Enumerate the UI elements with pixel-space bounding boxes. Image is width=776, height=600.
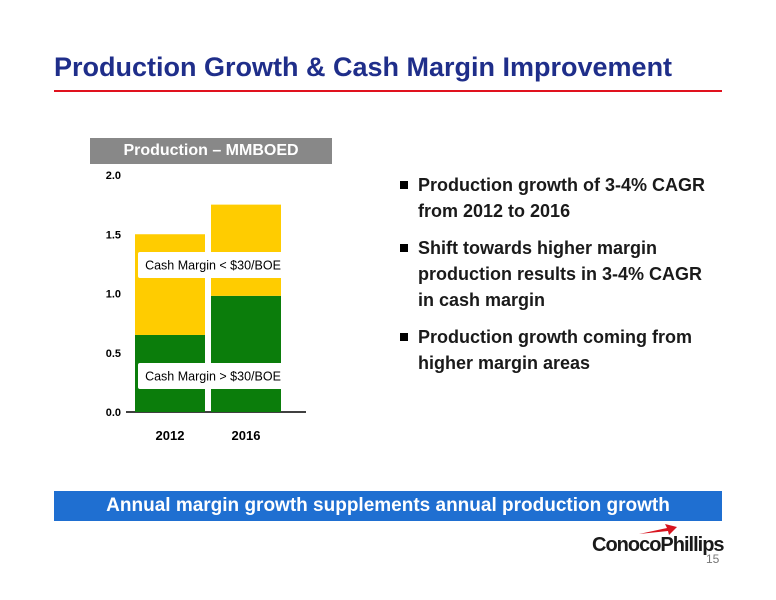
title-underline [54, 90, 722, 92]
y-tick-label: 1.0 [106, 289, 121, 301]
x-tick-label: 2016 [232, 428, 261, 443]
bar-segment [135, 234, 205, 335]
y-tick-label: 2.0 [106, 170, 121, 182]
company-logo: ConocoPhillips [592, 524, 725, 558]
bullet-text: Production growth of 3-4% CAGR from 2012… [418, 175, 705, 221]
bullet-square-icon [400, 244, 408, 252]
bullet-item: Production growth coming from higher mar… [400, 324, 710, 376]
y-tick-label: 1.5 [106, 229, 121, 241]
series-label: Cash Margin > $30/BOE [145, 370, 281, 384]
bullet-square-icon [400, 333, 408, 341]
bullet-item: Shift towards higher margin production r… [400, 235, 710, 313]
page-number: 15 [706, 552, 720, 566]
logo-swoosh-icon [639, 524, 677, 535]
summary-banner: Annual margin growth supplements annual … [54, 491, 722, 521]
series-label: Cash Margin < $30/BOE [145, 259, 281, 273]
page-title: Production Growth & Cash Margin Improvem… [54, 52, 673, 82]
x-tick-label: 2012 [156, 428, 185, 443]
y-tick-label: 0.0 [106, 407, 121, 419]
bullet-item: Production growth of 3-4% CAGR from 2012… [400, 172, 710, 224]
series-label-box [138, 363, 288, 389]
bullet-list: Production growth of 3-4% CAGR from 2012… [400, 172, 710, 387]
bullet-square-icon [400, 181, 408, 189]
logo-text: ConocoPhillips [592, 534, 725, 556]
bullet-text: Production growth coming from higher mar… [418, 327, 692, 373]
series-label-box [138, 252, 288, 278]
bar-segment [211, 295, 281, 412]
bar-segment [211, 204, 281, 296]
bullet-text: Shift towards higher margin production r… [418, 238, 703, 310]
chart-header: Production – MMBOED [90, 138, 332, 164]
y-tick-label: 0.5 [106, 348, 121, 360]
